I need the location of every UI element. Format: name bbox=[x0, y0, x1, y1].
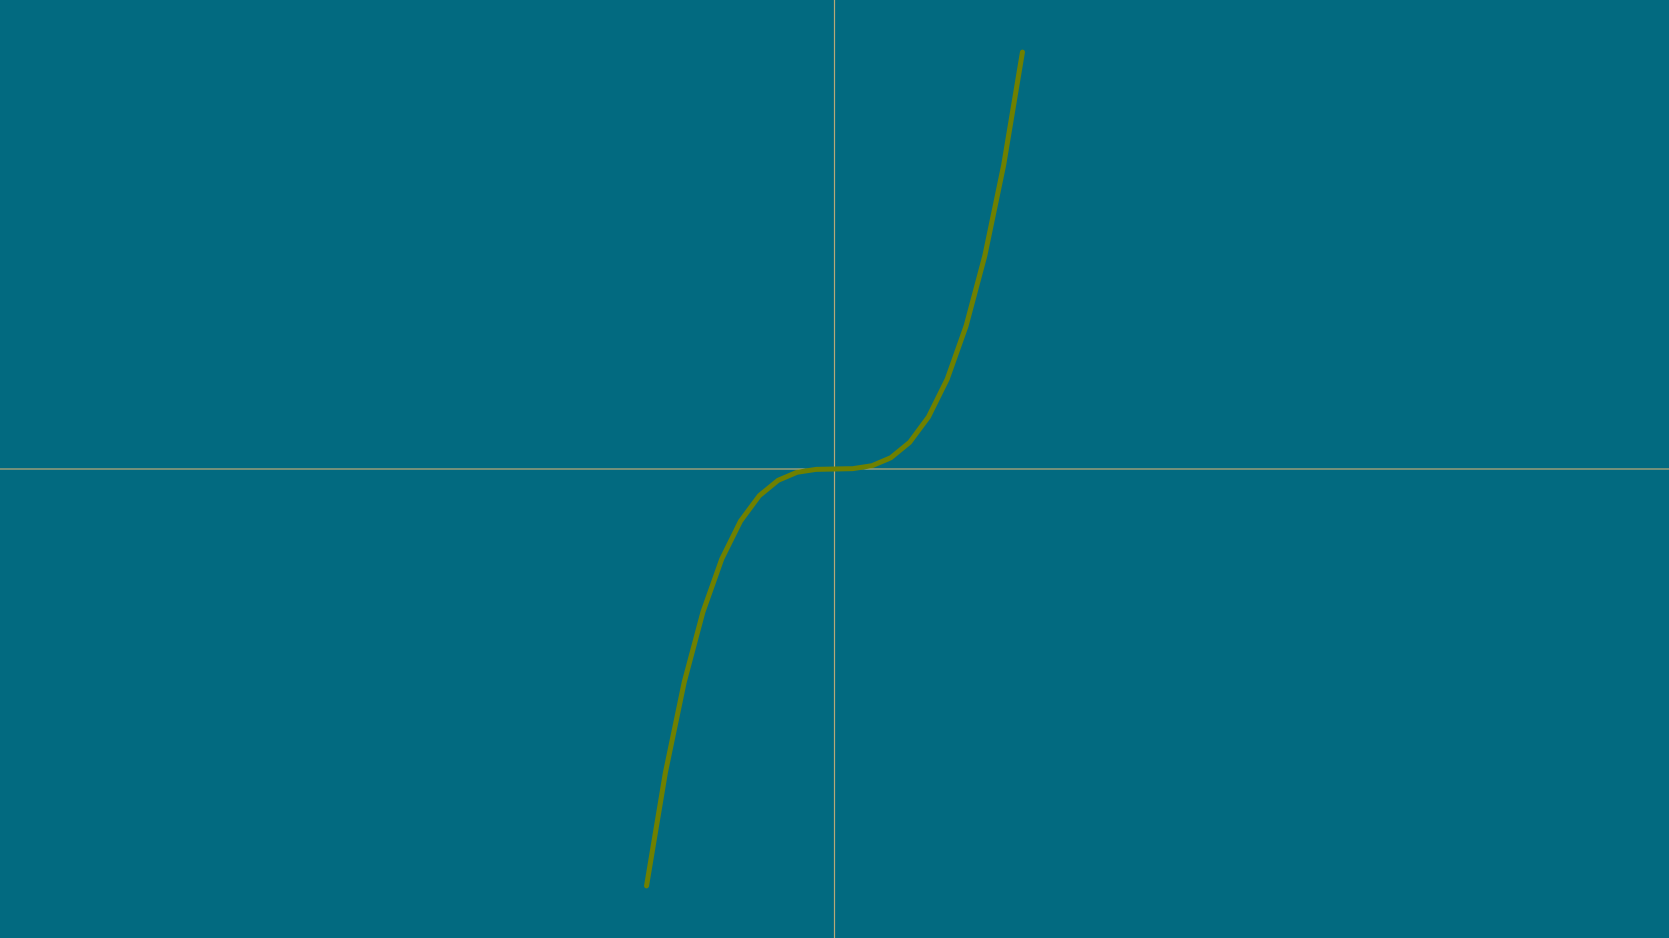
series-line-0 bbox=[644, 49, 1025, 889]
series-group bbox=[644, 49, 1025, 889]
